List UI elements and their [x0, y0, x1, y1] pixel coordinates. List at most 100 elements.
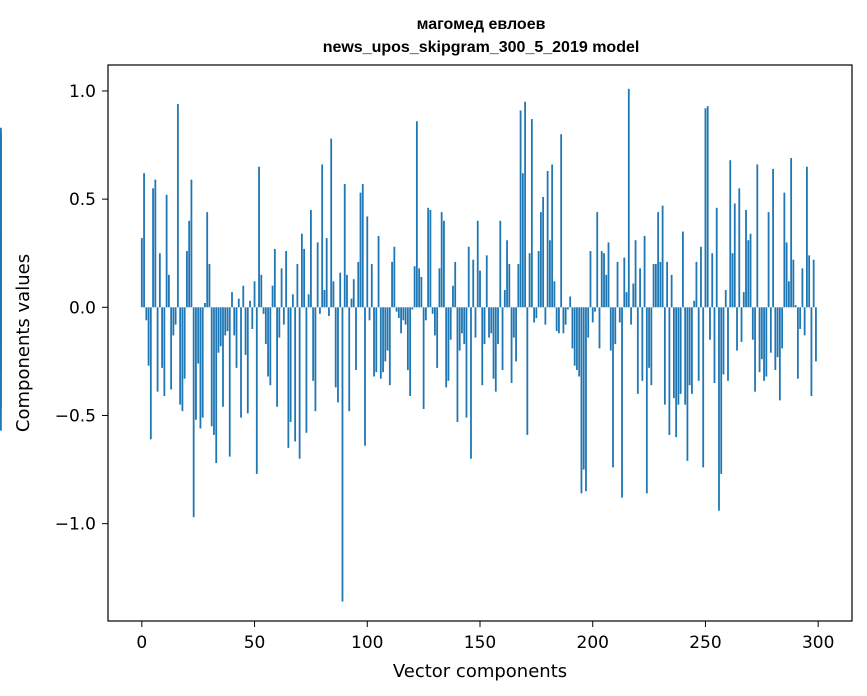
bar-143	[463, 307, 466, 345]
bar-265	[738, 188, 741, 308]
bar-293	[801, 268, 804, 308]
bar-100	[366, 216, 369, 308]
y-tick-label: −0.5	[55, 406, 96, 426]
bar-173	[530, 119, 533, 308]
bar-131	[436, 307, 439, 368]
bar-46	[244, 307, 247, 355]
bar-190	[569, 296, 572, 308]
bar-243	[688, 307, 691, 386]
y-axis-ticks: −1.0 −0.5 0.0 0.5 1.0	[55, 82, 108, 535]
bar-256	[718, 307, 720, 511]
bar-10	[163, 307, 166, 396]
bar-211	[616, 261, 619, 308]
bar-0	[140, 238, 143, 308]
bar-225	[648, 307, 650, 368]
bar-94	[352, 279, 355, 308]
bar-undefined	[0, 132, 2, 308]
bar-129	[431, 307, 434, 314]
bar-266	[740, 307, 743, 342]
bar-152	[483, 307, 486, 345]
bar-197	[585, 307, 587, 492]
bar-7	[156, 307, 159, 392]
bar-61	[278, 307, 281, 338]
bar-62	[280, 268, 283, 308]
bar-193	[576, 307, 578, 371]
bar-219	[634, 240, 637, 308]
bar-207	[607, 242, 610, 308]
bar-1	[143, 173, 145, 308]
bar-248	[700, 246, 702, 308]
bar-80	[321, 164, 324, 308]
bar-34	[217, 307, 220, 353]
bar-196	[582, 307, 585, 470]
bar-165	[512, 307, 515, 338]
bar-undefined	[0, 248, 2, 308]
bar-206	[605, 274, 608, 308]
bar-200	[591, 307, 594, 323]
bar-214	[623, 257, 626, 308]
bar-151	[481, 307, 484, 386]
bar-65	[287, 307, 290, 448]
bar-111	[391, 261, 393, 308]
bar-2	[145, 307, 148, 321]
bar-189	[567, 307, 569, 310]
bar-52	[258, 166, 260, 308]
bar-4	[149, 307, 152, 440]
bar-114	[397, 307, 400, 319]
bar-253	[711, 253, 714, 308]
bar-283	[778, 307, 781, 401]
bar-252	[709, 307, 711, 340]
bar-109	[386, 307, 389, 351]
bar-19	[183, 307, 186, 379]
bar-11	[165, 194, 168, 308]
bar-136	[447, 307, 450, 381]
bar-85	[332, 281, 335, 308]
x-tick-label: 250	[689, 633, 721, 653]
bar-42	[235, 307, 238, 368]
x-tick-label: 300	[802, 633, 834, 653]
bar-226	[650, 307, 653, 386]
bar-213	[621, 307, 623, 498]
bar-203	[598, 307, 601, 349]
bar-24	[195, 307, 197, 420]
bar-234	[668, 307, 671, 435]
bar-41	[233, 307, 236, 336]
x-tick-label: 150	[464, 633, 496, 653]
bar-191	[571, 307, 574, 349]
bar-298	[812, 259, 815, 308]
bar-141	[458, 307, 461, 351]
bar-184	[555, 307, 558, 332]
bar-202	[596, 212, 599, 308]
bar-159	[499, 220, 502, 308]
bar-259	[724, 290, 727, 308]
bar-45	[242, 285, 245, 308]
bar-217	[630, 307, 632, 325]
bar-140	[456, 307, 459, 422]
bar-289	[792, 259, 795, 308]
bar-16	[176, 103, 179, 308]
bar-212	[618, 307, 621, 323]
bar-166	[515, 307, 517, 362]
bar-281	[774, 307, 777, 371]
bar-98	[361, 183, 364, 308]
bar-246	[695, 261, 698, 308]
bar-50	[253, 281, 256, 308]
bar-71	[300, 233, 303, 308]
bar-58	[271, 285, 274, 308]
bar-205	[603, 253, 605, 308]
bar-164	[510, 307, 513, 384]
bar-57	[269, 307, 272, 386]
bar-68	[294, 307, 297, 442]
bar-146	[470, 307, 472, 459]
y-tick-label: 0.5	[69, 190, 96, 210]
bar-181	[548, 240, 551, 308]
bar-70	[298, 307, 301, 459]
bar-30	[208, 264, 211, 308]
bar-154	[488, 307, 490, 338]
bar-277	[765, 307, 768, 377]
bar-89	[341, 307, 344, 602]
bar-242	[686, 307, 689, 461]
bar-299	[815, 307, 817, 362]
bar-97	[359, 192, 362, 308]
bar-78	[316, 242, 319, 308]
